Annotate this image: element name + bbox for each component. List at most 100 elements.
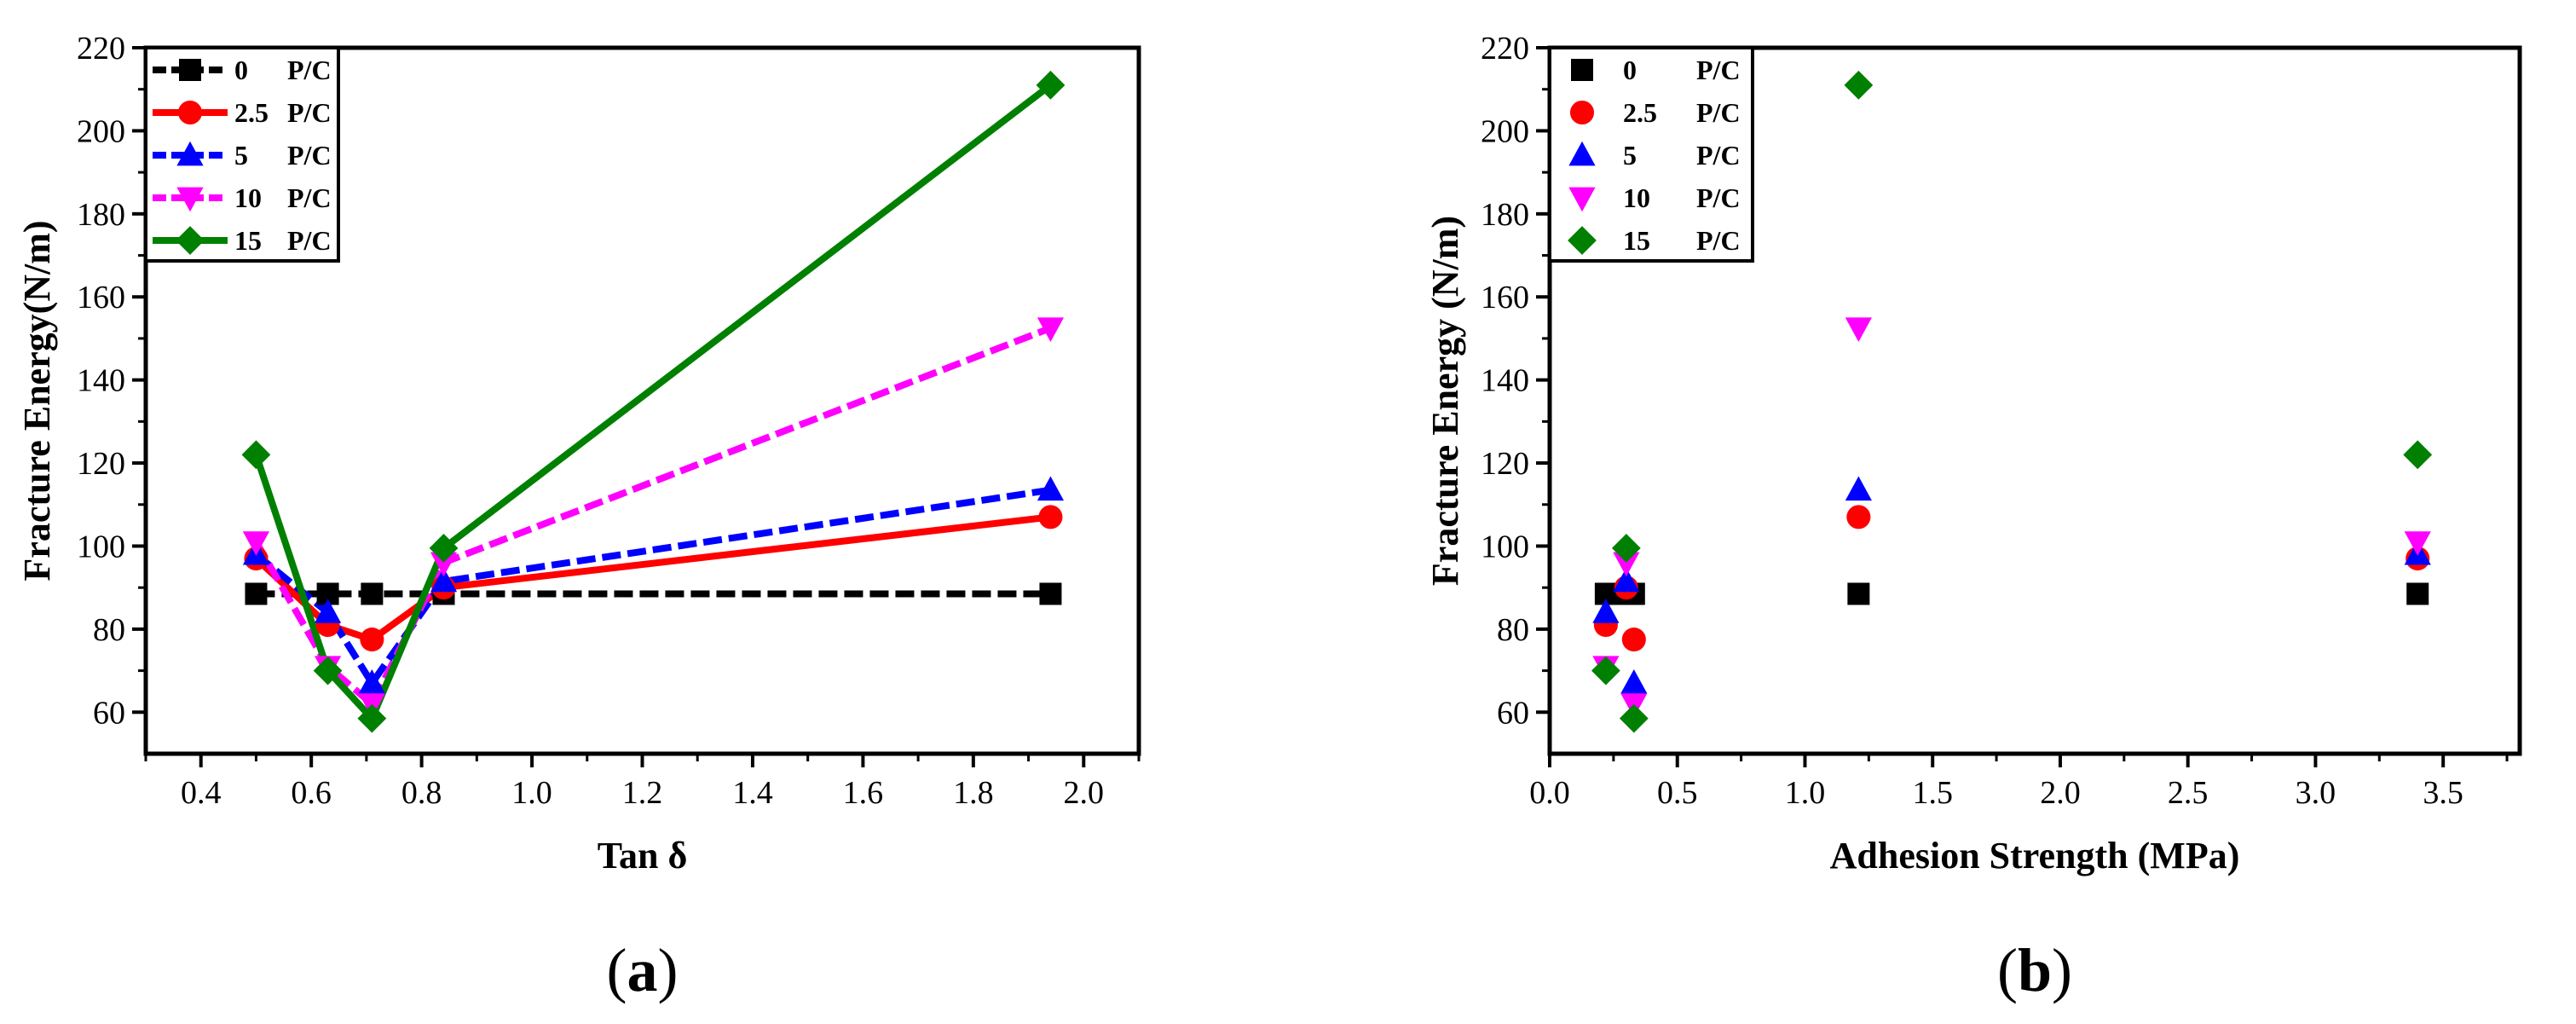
panel-b-legend-unit-10-p-c: P/C [1696,182,1741,213]
panel-b-legend-label-10-p-c: 10 [1623,182,1650,213]
panel-b-legend-label-0-p-c: 0 [1623,55,1637,85]
panel-b-data-point-10-p-c [1613,552,1640,577]
panel-a-y-tick-label: 180 [77,197,125,233]
panel-b-x-tick-label: 2.5 [2168,775,2209,811]
panel-b-y-axis-title: Fracture Energy (N/m) [1424,216,1466,586]
panel-b-data-point-15-p-c [2403,440,2433,470]
panel-a-series-line-10-p-c [252,325,1052,708]
panel-a-data-point-10-p-c [1037,317,1065,343]
panel-b-x-tick-label: 1.5 [1912,775,1953,811]
panel-b-y-tick-label: 120 [1481,446,1529,482]
panel-a-x-tick-label: 1.0 [511,775,552,811]
panel-a-label: (a) [607,936,679,1004]
panel-a-data-point-2-5-p-c [1038,505,1063,529]
panel-b-data-point-5-p-c [1845,476,1872,501]
panel-a-legend-marker-2-5-p-c [177,100,203,125]
panel-b-y-tick-label: 200 [1481,113,1529,149]
panel-a-y-tick-label: 140 [77,363,125,399]
panel-b-data-point-10-p-c [2404,531,2431,556]
panel-b: 0.0 0.5 1.0 1.5 2.0 2.5 3.0 3.56080100120140160… [1424,31,2522,1004]
panel-a-data-point-5-p-c [430,567,458,593]
panel-b-y-tick-label: 140 [1481,363,1529,399]
panel-a-legend-marker-5-p-c [176,141,204,166]
panel-b-label: (b) [1997,936,2072,1004]
panel-b-x-tick-label: 2.0 [2040,775,2081,811]
panel-b-legend-unit-5-p-c: P/C [1696,140,1741,171]
panel-b-legend-marker-0-p-c [1571,59,1593,81]
panel-b-y-tick-label: 160 [1481,280,1529,315]
panel-b-x-tick-label: 1.0 [1785,775,1826,811]
panel-b-label-letter: b [2018,936,2052,1004]
panel-b-plot-frame [1547,45,2522,756]
panel-a-data-point-15-p-c [357,703,387,733]
panel-a-label-letter: a [627,936,658,1004]
panel-a-legend-unit-2-5-p-c: P/C [287,97,332,128]
panel-a-y-tick-label: 220 [77,31,125,67]
panel-b-legend-marker-15-p-c [1568,226,1597,255]
panel-a-data-point-15-p-c [1036,70,1066,100]
panel-a-x-tick-label: 1.4 [732,775,773,811]
panel-b-legend-unit-0-p-c: P/C [1696,55,1741,85]
panel-b-data-point-10-p-c [1845,317,1872,343]
panel-b-data-point-5-p-c [1620,668,1648,694]
panel-a-y-tick-label: 120 [77,446,125,482]
panel-a-x-tick-label: 2.0 [1064,775,1105,811]
panel-b-data-point-15-p-c [1591,656,1620,686]
panel-a-y-tick-label: 60 [93,695,125,731]
panel-a-data-point-5-p-c [314,599,342,623]
panel-a-legend-marker-15-p-c [176,226,205,255]
panel-a-data-point-15-p-c [313,656,343,686]
panel-a-x-tick-label: 1.6 [843,775,884,811]
panel-a-legend: 0 P/C 2.5 P/C 5 P/C 10 P/C 15 P/C [144,46,340,263]
panel-a-x-tick-label: 1.8 [953,775,994,811]
panel-a-legend-unit-5-p-c: P/C [287,140,332,171]
panel-a-data-point-2-5-p-c [360,628,384,652]
panel-a: 0.4 0.6 0.8 1.0 1.2 1.4 1.6 1.8 2.06080100120140… [16,31,1141,1004]
panel-b-x-tick-label: 3.0 [2296,775,2336,811]
panel-b-data-point-0-p-c [1847,582,1870,605]
panel-a-data-point-5-p-c [1037,476,1065,501]
panel-a-legend-label-15-p-c: 15 [234,225,262,256]
panel-b-data-point-5-p-c [1592,599,1620,623]
panel-b-data-point-15-p-c [1611,534,1641,563]
panel-a-x-tick-label: 1.2 [622,775,663,811]
panel-b-legend-label-5-p-c: 5 [1623,140,1637,171]
panel-a-series-line-2-5-p-c [253,513,1051,644]
panel-a-legend-label-2-5-p-c: 2.5 [234,97,269,128]
panel-b-legend-marker-10-p-c [1568,187,1596,212]
panel-a-y-tick-label: 100 [77,529,125,564]
panel-a-y-tick-label: 160 [77,280,125,315]
panel-b-y-tick-label: 100 [1481,529,1529,564]
panel-a-x-tick-label: 0.6 [291,775,332,811]
panel-a-legend-unit-0-p-c: P/C [287,55,332,85]
panel-a-legend-marker-0-p-c [179,59,201,81]
panel-b-legend-label-15-p-c: 15 [1623,225,1650,256]
panel-a-y-axis-title: Fracture Energy(N/m) [16,220,58,581]
panel-b-y-tick-label: 80 [1497,612,1529,648]
panel-b-y-tick-label: 60 [1497,695,1529,731]
panel-b-legend-marker-5-p-c [1568,141,1596,166]
panel-a-data-point-5-p-c [358,668,385,694]
panel-a-data-point-15-p-c [429,534,459,563]
panel-a-label-close-paren: ) [658,936,679,1004]
panel-a-data-point-15-p-c [241,440,271,470]
panel-a-label-open-paren: ( [607,936,627,1004]
panel-a-data-point-10-p-c [430,552,458,577]
panel-b-label-open-paren: ( [1997,936,2018,1004]
panel-a-legend-marker-10-p-c [176,187,204,212]
panel-b-data-point-5-p-c [1613,567,1640,593]
panel-b-x-tick-label: 3.5 [2423,775,2463,811]
panel-b-label-close-paren: ) [2052,936,2072,1004]
panel-a-y-tick-label: 80 [93,612,125,648]
panel-b-legend: 0 P/C 2.5 P/C 5 P/C 10 P/C 15 P/C [1548,46,1754,263]
panel-a-data-point-0-p-c [1039,582,1062,605]
panel-a-legend-label-10-p-c: 10 [234,182,262,213]
panel-b-y-tick-label: 220 [1481,31,1529,67]
panel-b-legend-unit-15-p-c: P/C [1696,225,1741,256]
panel-b-x-axis-title: Adhesion Strength (MPa) [1830,835,2240,876]
panel-a-y-tick-label: 200 [77,113,125,149]
panel-b-data-point-2-5-p-c [1621,628,1646,652]
panel-a-legend-unit-15-p-c: P/C [287,225,332,256]
panel-b-data-point-0-p-c [2406,582,2429,605]
